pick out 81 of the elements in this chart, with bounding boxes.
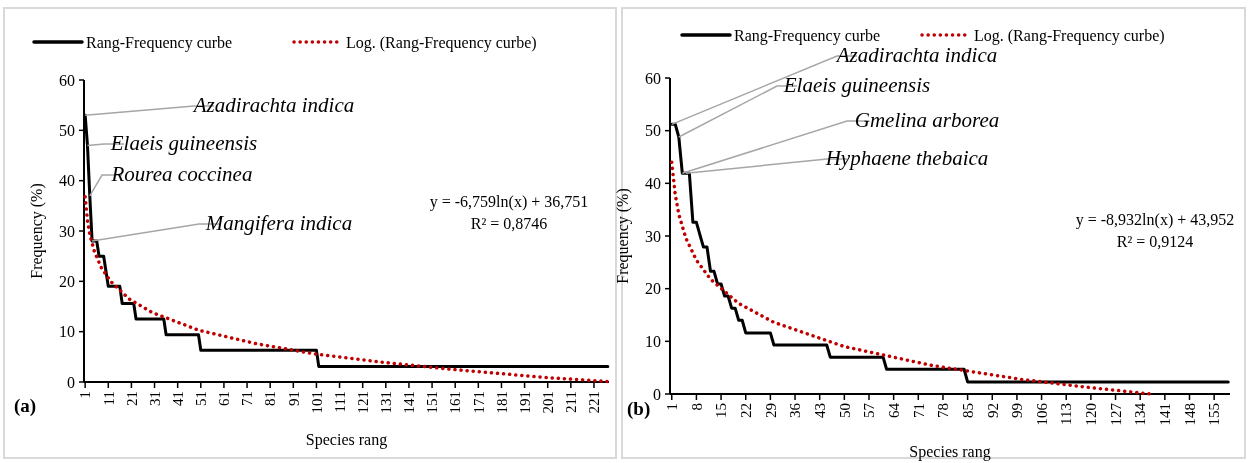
x-tick-label: 64 xyxy=(885,402,902,418)
y-tick-label: 30 xyxy=(59,222,75,240)
x-tick-label: 221 xyxy=(586,391,603,414)
y-tick-label: 0 xyxy=(67,373,75,391)
y-axis-title: Frequency (%) xyxy=(614,188,632,284)
x-tick-label: 22 xyxy=(737,403,754,418)
y-tick-label: 0 xyxy=(653,385,661,403)
x-tick-label: 1 xyxy=(77,391,94,399)
x-tick-label: 50 xyxy=(836,403,853,418)
text: (b) xyxy=(627,398,651,420)
x-tick-label: 57 xyxy=(861,402,878,418)
y-tick-label: 30 xyxy=(645,227,661,245)
x-tick-label: 51 xyxy=(193,391,210,406)
x-tick-label: 21 xyxy=(123,391,140,406)
x-tick-label: 11 xyxy=(100,391,117,406)
x-tick-label: 111 xyxy=(331,391,348,413)
x-tick-label: 191 xyxy=(516,391,533,414)
x-axis-title: Species rang xyxy=(305,431,388,449)
x-tick-label: 29 xyxy=(762,403,779,418)
y-tick-label: 10 xyxy=(645,332,661,350)
x-tick-label: 41 xyxy=(169,391,186,406)
text: (a) xyxy=(14,395,37,417)
annotation: Elaeis guineensis xyxy=(782,73,931,97)
y-tick-label: 20 xyxy=(645,280,661,298)
x-tick-label: 71 xyxy=(239,391,256,406)
y-tick-label: 40 xyxy=(645,174,661,192)
x-tick-label: 120 xyxy=(1083,403,1100,426)
annotation: y = -6,759ln(x) + 36,751 xyxy=(429,193,589,211)
legend-label: Log. (Rang-Frequency curbe) xyxy=(346,33,537,52)
legend-label: Log. (Rang-Frequency curbe) xyxy=(974,26,1165,45)
legend-label: Rang-Frequency curbe xyxy=(86,33,233,52)
x-tick-label: 61 xyxy=(216,391,233,406)
annotation: R² = 0,9124 xyxy=(1116,233,1194,250)
x-tick-label: 81 xyxy=(262,391,279,406)
x-tick-label: 141 xyxy=(1157,403,1174,426)
x-tick-label: 1 xyxy=(664,403,681,411)
x-tick-label: 127 xyxy=(1107,402,1124,426)
y-axis-title: Frequency (%) xyxy=(28,183,46,279)
y-tick-label: 60 xyxy=(59,71,75,89)
annotation: R² = 0,8746 xyxy=(470,215,548,232)
x-tick-label: 71 xyxy=(910,403,927,418)
x-tick-label: 8 xyxy=(688,403,705,411)
y-tick-label: 40 xyxy=(59,172,75,190)
y-tick-label: 20 xyxy=(59,272,75,290)
x-tick-label: 91 xyxy=(285,391,302,406)
x-tick-label: 131 xyxy=(378,391,395,414)
annotation: Mangifera indica xyxy=(204,211,353,235)
y-tick-label: 50 xyxy=(645,122,661,140)
x-tick-label: 211 xyxy=(563,391,580,413)
x-tick-label: 92 xyxy=(984,403,1001,418)
annotation: y = -8,932ln(x) + 43,952 xyxy=(1075,211,1235,229)
x-axis-title: Species rang xyxy=(909,443,991,461)
legend-label: Rang-Frequency curbe xyxy=(734,26,881,45)
x-tick-label: 43 xyxy=(811,403,828,418)
annotation: Hyphaene thebaica xyxy=(824,146,989,170)
x-tick-label: 171 xyxy=(470,391,487,414)
x-tick-label: 155 xyxy=(1206,403,1223,426)
x-tick-label: 201 xyxy=(539,391,556,414)
x-tick-label: 36 xyxy=(787,402,804,418)
y-tick-label: 50 xyxy=(59,121,75,139)
x-tick-label: 106 xyxy=(1033,402,1050,426)
x-tick-label: 161 xyxy=(447,391,464,414)
x-tick-label: 99 xyxy=(1009,403,1026,418)
x-tick-label: 15 xyxy=(713,403,730,418)
x-tick-label: 121 xyxy=(354,391,371,414)
x-tick-label: 78 xyxy=(935,403,952,418)
x-tick-label: 31 xyxy=(146,391,163,406)
x-tick-label: 151 xyxy=(424,391,441,414)
annotation: Azadirachta indica xyxy=(191,93,355,117)
y-tick-label: 10 xyxy=(59,323,75,341)
x-tick-label: 113 xyxy=(1058,403,1075,425)
x-tick-label: 148 xyxy=(1181,403,1198,426)
x-tick-label: 181 xyxy=(493,391,510,414)
x-tick-label: 134 xyxy=(1132,402,1149,426)
annotation: Rourea coccinea xyxy=(110,162,253,186)
x-tick-label: 101 xyxy=(308,391,325,414)
annotation: Elaeis guineensis xyxy=(109,131,258,155)
x-tick-label: 85 xyxy=(959,403,976,418)
annotation: Gmelina arborea xyxy=(854,108,1000,132)
x-tick-label: 141 xyxy=(401,391,418,414)
y-tick-label: 60 xyxy=(645,69,661,87)
